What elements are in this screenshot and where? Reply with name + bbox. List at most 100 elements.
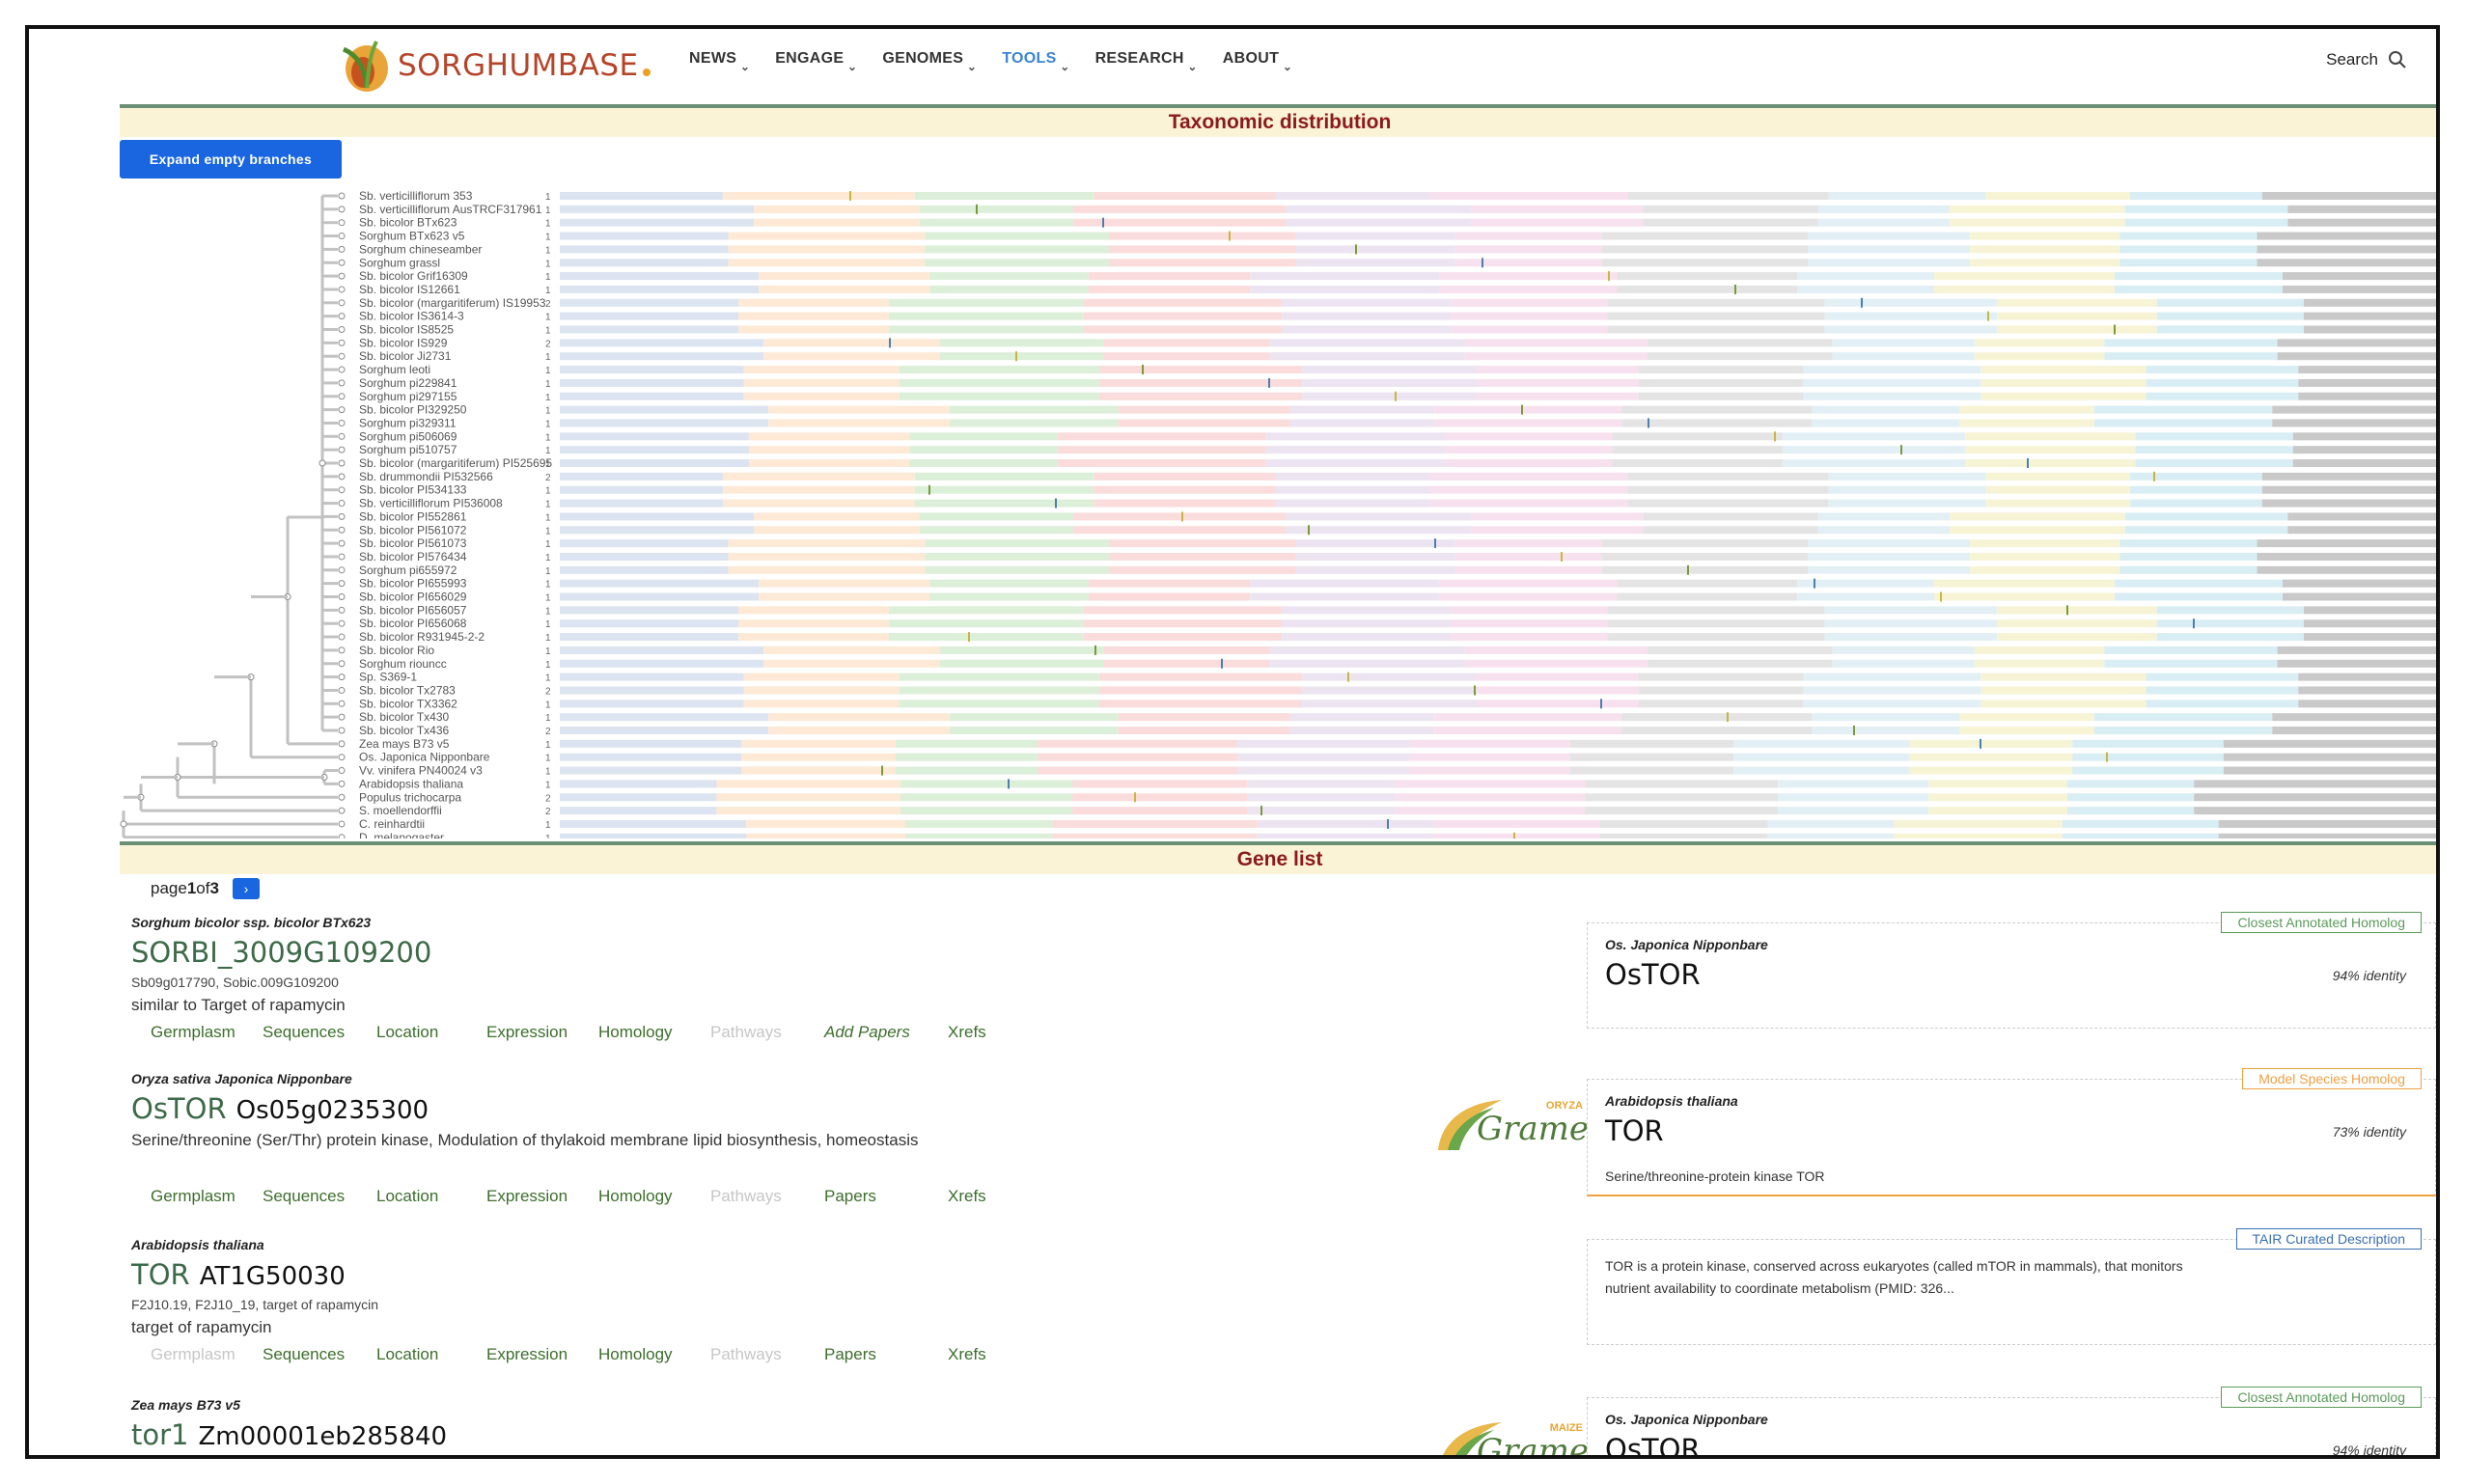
taxon-count: 1 [545, 313, 551, 323]
distribution-segment [560, 619, 739, 628]
tab-homology[interactable]: Homology [598, 1023, 673, 1041]
tab-sequences[interactable]: Sequences [263, 1023, 346, 1041]
tab-expression[interactable]: Expression [486, 1187, 568, 1205]
homolog-card[interactable]: Model Species Homolog Arabidopsis thalian… [1587, 1068, 2436, 1196]
distribution-segment [1824, 312, 1998, 320]
distribution-segment [560, 232, 729, 240]
distribution-tick [1987, 311, 1989, 321]
distribution-segment [1908, 766, 2073, 775]
homolog-card[interactable]: Closest Annotated Homolog Os. Japonica Ni… [1587, 912, 2436, 1029]
distribution-segment [1965, 432, 2136, 441]
distribution-segment [723, 472, 915, 481]
tab-expression[interactable]: Expression [486, 1023, 568, 1041]
distribution-segment [1434, 833, 1600, 838]
distribution-segment [1118, 405, 1290, 414]
gene-detail-tabs: Germplasm Sequences Location Expression Homo… [131, 1187, 1579, 1206]
taxon-label: Sorghum leoti [359, 363, 430, 376]
distribution-segment [2282, 285, 2436, 293]
distribution-segment [1265, 432, 1446, 441]
gene-id-link[interactable]: tor1 [131, 1418, 189, 1451]
tab-location[interactable]: Location [376, 1345, 439, 1363]
gramene-logo[interactable]: MAIZE Gramene [1434, 1418, 1629, 1455]
distribution-segment [1057, 459, 1266, 467]
expand-empty-branches-button[interactable]: Expand empty branches [120, 140, 342, 179]
taxon-count: 1 [545, 660, 551, 671]
distribution-segment [2298, 366, 2436, 374]
card-gene-name[interactable]: OsTOR [1605, 958, 1701, 991]
nav-research[interactable]: RESEARCH ⌄ [1095, 50, 1198, 73]
distribution-tick [1181, 511, 1183, 522]
tab-xrefs[interactable]: Xrefs [948, 1345, 986, 1363]
nav-news[interactable]: NEWS ⌄ [689, 50, 750, 73]
nav-about[interactable]: ABOUT ⌄ [1223, 50, 1292, 73]
distribution-segment [1072, 512, 1287, 521]
tab-location[interactable]: Location [376, 1023, 439, 1041]
card-gene-name[interactable]: OsTOR [1605, 1433, 1701, 1459]
tab-sequences[interactable]: Sequences [263, 1187, 346, 1205]
distribution-segment [939, 339, 1104, 347]
distribution-segment [1454, 565, 1602, 574]
distribution-segment [1778, 780, 1929, 788]
distribution-segment [1439, 592, 1618, 601]
distribution-segment [2119, 259, 2257, 267]
distribution-segment [1894, 833, 2063, 838]
distribution-segment [1395, 793, 1586, 802]
distribution-segment [1607, 312, 1825, 320]
tab-xrefs[interactable]: Xrefs [948, 1187, 986, 1205]
distribution-segment [1617, 579, 1798, 588]
distribution-segment [763, 646, 940, 654]
distribution-segment [1601, 552, 1809, 561]
nav-genomes[interactable]: GENOMES ⌄ [882, 50, 977, 73]
tab-germplasm[interactable]: Germplasm [151, 1187, 235, 1205]
distribution-segment [1585, 780, 1779, 788]
taxon-label: Sb. verticilliflorum 353 [359, 189, 473, 203]
distribution-segment [2277, 659, 2436, 668]
distribution-segment [560, 739, 742, 748]
distribution-segment [1828, 485, 1986, 494]
tab-germplasm[interactable]: Germplasm [151, 1023, 235, 1041]
nav-engage[interactable]: ENGAGE ⌄ [775, 50, 857, 73]
distribution-segment [560, 579, 760, 588]
distribution-segment [1601, 259, 1809, 267]
distribution-segment [1778, 807, 1929, 815]
tab-xrefs[interactable]: Xrefs [948, 1023, 986, 1041]
distribution-segment [1627, 485, 1829, 494]
distribution-segment [1257, 833, 1435, 838]
tab-homology[interactable]: Homology [598, 1345, 673, 1363]
distribution-segment [1454, 232, 1602, 240]
distribution-tick [1102, 217, 1104, 228]
gramene-logo[interactable]: ORYZA Gramene [1434, 1096, 1629, 1154]
nav-tools[interactable]: TOOLS ⌄ [1002, 50, 1069, 73]
gene-id-link[interactable]: OsTOR [131, 1092, 227, 1125]
distribution-segment [2298, 673, 2436, 681]
distribution-tick [1814, 578, 1815, 589]
tab-papers[interactable]: Papers [824, 1345, 876, 1363]
tab-expression[interactable]: Expression [486, 1345, 568, 1363]
tab-papers[interactable]: Papers [824, 1187, 876, 1205]
homolog-card[interactable]: Closest Annotated Homolog Os. Japonica Ni… [1587, 1387, 2436, 1459]
taxon-count: 1 [545, 539, 551, 550]
distribution-segment [1302, 392, 1477, 400]
distribution-segment [1281, 325, 1452, 334]
card-gene-name[interactable]: TOR [1605, 1114, 1664, 1147]
distribution-segment [1451, 312, 1608, 320]
distribution-segment [1824, 619, 1998, 628]
distribution-segment [560, 312, 739, 320]
homolog-card[interactable]: TAIR Curated Description TOR is a protein… [1587, 1228, 2436, 1345]
next-page-button[interactable]: › [232, 878, 260, 899]
tab-sequences[interactable]: Sequences [263, 1345, 346, 1363]
distribution-segment [728, 232, 926, 240]
distribution-segment [1643, 205, 1818, 213]
gene-id-link[interactable]: TOR [131, 1258, 190, 1291]
taxon-count: 1 [545, 352, 551, 363]
tab-homology[interactable]: Homology [598, 1187, 673, 1205]
gene-id-link[interactable]: SORBI_3009G109200 [131, 936, 432, 969]
distribution-tick [1355, 244, 1357, 255]
tab-add-papers[interactable]: Add Papers [824, 1023, 910, 1041]
distribution-segment [1970, 539, 2120, 548]
tab-location[interactable]: Location [376, 1187, 439, 1205]
distribution-segment [2124, 526, 2288, 535]
site-logo[interactable]: SORGHUMBASE [338, 37, 651, 95]
card-text: TOR is a protein kinase, conserved acros… [1605, 1258, 2183, 1296]
search-button[interactable]: Search [2326, 50, 2407, 69]
